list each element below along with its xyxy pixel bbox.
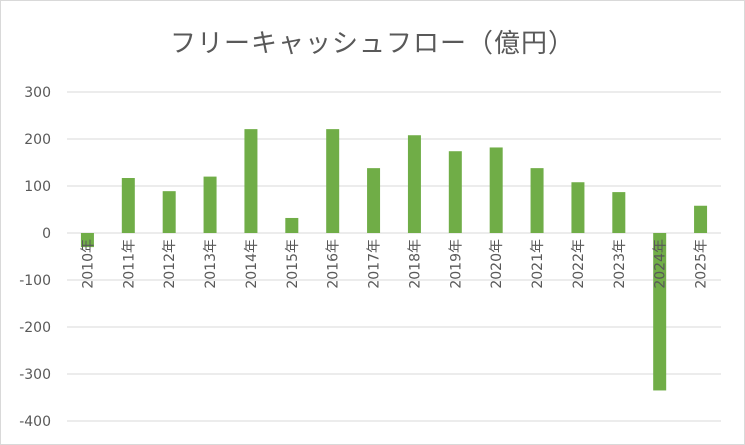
x-axis-ticks: 2010年 2011年 2012年 2013年 2014年 2015年 2016年 2017年… [80,239,709,289]
x-tick-label: 2025年 [694,239,710,289]
bar-2025年 [694,205,708,233]
bar-2013年 [203,176,217,233]
x-tick-label: 2017年 [367,239,383,289]
bar-2018年 [407,135,421,233]
x-tick-label: 2022年 [571,239,587,289]
y-tick-label: -100 [19,273,51,289]
x-tick-label: 2014年 [244,239,260,289]
x-tick-label: 2020年 [489,239,505,289]
bar-2014年 [244,129,258,233]
x-tick-label: 2013年 [203,239,219,289]
x-tick-label: 2010年 [80,239,96,289]
x-tick-label: 2019年 [448,239,464,289]
bar-2015年 [285,217,299,233]
y-tick-label: 0 [42,226,51,242]
x-tick-label: 2018年 [407,239,423,289]
y-tick-label: 100 [24,179,51,195]
gridlines [67,91,721,422]
x-tick-label: 2021年 [530,239,546,289]
x-tick-label: 2015年 [285,239,301,289]
bar-2012年 [162,191,176,233]
bar-2019年 [448,151,462,233]
bar-2017年 [367,168,381,233]
x-tick-label: 2023年 [612,239,628,289]
bar-2010年 [80,233,94,248]
y-tick-label: -400 [19,414,51,430]
y-tick-label: -300 [19,367,51,383]
bar-2021年 [530,168,544,233]
y-tick-label: 200 [24,132,51,148]
bar-2016年 [326,129,340,233]
x-tick-label: 2011年 [121,239,137,289]
bars [80,129,708,391]
bar-2020年 [489,147,503,233]
x-tick-label: 2012年 [162,239,178,289]
y-axis-ticks: 300 200 100 0 -100 -200 -300 -400 [19,85,51,430]
y-tick-label: 300 [24,85,51,101]
bar-2022年 [571,182,585,233]
bar-2011年 [121,178,135,233]
y-tick-label: -200 [19,320,51,336]
x-tick-label: 2024年 [653,239,669,289]
chart-title: フリーキャッシュフロー（億円） [169,29,575,59]
x-tick-label: 2016年 [326,239,342,289]
bar-2024年 [653,233,667,391]
bar-2023年 [612,192,626,233]
